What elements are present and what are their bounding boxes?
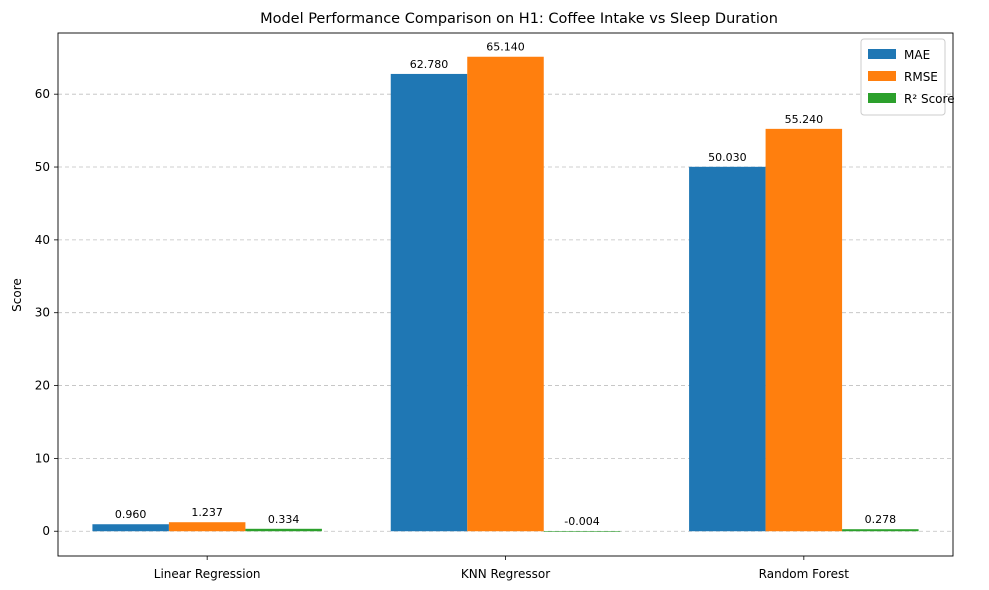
legend-swatch (868, 93, 896, 103)
y-axis-label: Score (10, 278, 24, 312)
plot-frame (57, 32, 954, 557)
bar-value-label: 50.030 (708, 151, 747, 164)
y-tick-label: 50 (35, 160, 50, 174)
data-labels: 0.960 1.237 0.334 62.780 65.140 -0.004 50.030 5… (115, 41, 896, 528)
bar-rmse-knn-regressor (467, 56, 544, 532)
legend-swatch (868, 49, 896, 59)
y-tick-label: 10 (35, 451, 50, 465)
x-tick-label: KNN Regressor (461, 567, 550, 581)
bar-value-label: 1.237 (191, 506, 223, 519)
bar-r-score-knn-regressor (543, 531, 621, 532)
y-tick-label: 20 (35, 379, 50, 393)
legend-swatch (868, 71, 896, 81)
bar-value-label: 55.240 (785, 113, 824, 126)
bar-value-label: 62.780 (410, 58, 449, 71)
bar-mae-knn-regressor (390, 73, 468, 532)
y-tick-label: 40 (35, 233, 50, 247)
chart-title: Model Performance Comparison on H1: Coff… (260, 11, 778, 27)
legend: MAE RMSE R² Score (860, 38, 955, 116)
bar-value-label: 0.278 (865, 513, 897, 526)
bar-value-label: -0.004 (564, 515, 599, 528)
x-tick-label: Linear Regression (154, 567, 261, 581)
bar-value-label: 0.960 (115, 508, 147, 521)
bars (92, 56, 919, 532)
bar-value-label: 0.334 (268, 513, 300, 526)
bar-rmse-random-forest (765, 128, 843, 532)
bar-rmse-linear-regression (168, 522, 246, 532)
legend-label: MAE (904, 48, 930, 62)
y-tick-label: 0 (42, 524, 50, 538)
x-tick-label: Random Forest (759, 567, 850, 581)
bar-r-score-random-forest (842, 529, 919, 532)
y-tick-label: 60 (35, 87, 50, 101)
y-tick-label: 30 (35, 306, 50, 320)
bar-value-label: 65.140 (486, 41, 525, 54)
legend-label: R² Score (904, 92, 955, 106)
bar-mae-linear-regression (92, 524, 169, 532)
axes: 0 10 20 30 40 50 60 Linear Regression KNN Regres… (35, 32, 954, 581)
legend-label: RMSE (904, 70, 938, 84)
bar-mae-random-forest (689, 166, 766, 532)
bar-r-score-linear-regression (245, 528, 322, 532)
